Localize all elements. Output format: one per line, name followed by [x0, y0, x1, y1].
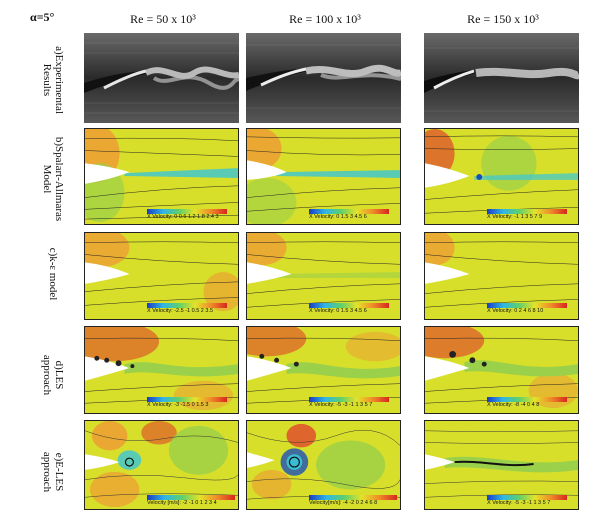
row-label-les: d)LES approach	[20, 325, 90, 415]
experimental-photo-re150	[424, 33, 579, 123]
angle-of-attack-label: α=5°	[30, 10, 55, 24]
legend-label: Velocity[m/s]: -4 -2 0 2 4 6 8	[309, 500, 378, 506]
les-panel-re150: X Velocity: -8 -4 0 4 8	[424, 326, 579, 414]
experimental-photo-re100	[246, 33, 401, 123]
legend-label: X Velocity: 0 2 4 6 8 10	[487, 308, 544, 314]
les-panel-re50: X Velocity: -3 -1.5 0 1.5 3	[84, 326, 239, 414]
legend-label: X Velocity: -3 -1.5 0 1.5 3	[147, 402, 209, 408]
legend-label: X Velocity: -5 -3 -1 1 3 5 7	[487, 500, 551, 506]
e-les-panel-re150: X Velocity: -5 -3 -1 1 3 5 7	[424, 420, 579, 510]
legend-label: X Velocity: -2.5 -1 0.5 2 3.5	[147, 308, 214, 314]
column-header-re100: Re = 100 x 10³	[289, 12, 361, 26]
row-label-line1: d)LES	[53, 360, 65, 390]
les-panel-re100: X Velocity: -5 -3 -1 1 3 5 7	[246, 326, 401, 414]
legend-label: X Velocity: -5 -3 -1 1 3 5 7	[309, 402, 373, 408]
row-label-line2: Results	[41, 63, 53, 97]
legend-label: X Velocity: -1 1 3 5 7 9	[487, 214, 543, 220]
legend-label: X Velocity: 0 0.6 1.2 1.8 2.4 3	[147, 214, 219, 220]
k-epsilon-panel-re100: X Velocity: 0 1.5 3 4.5 6	[246, 232, 401, 320]
row-label-line1: b)Spalart-Allmaras	[53, 136, 65, 222]
row-label-line1: a)Experimental	[53, 46, 65, 114]
row-label-line1: c)k-ε model	[47, 247, 59, 301]
legend-label: Velocity [m/s]: -2 -1 0 1 2 3 4	[147, 500, 217, 506]
row-label-spalart: b)Spalart-Allmaras Model	[20, 125, 90, 225]
row-label-k-epsilon: c)k-ε model	[20, 230, 90, 320]
k-epsilon-panel-re50: X Velocity: -2.5 -1 0.5 2 3.5	[84, 232, 239, 320]
spalart-panel-re150: X Velocity: -1 1 3 5 7 9	[424, 128, 579, 225]
spalart-panel-re100: X Velocity: 0 1.5 3 4.5 6	[246, 128, 401, 225]
row-label-line2: approach	[41, 354, 53, 396]
legend-label: X Velocity: 0 1.5 3 4.5 6	[309, 308, 367, 314]
row-label-e-les: e)E-LES approach	[20, 418, 90, 518]
spalart-panel-re50: X Velocity: 0 0.6 1.2 1.8 2.4 3	[84, 128, 239, 225]
column-header-re50: Re = 50 x 10³	[130, 12, 196, 26]
row-label-line2: Model	[41, 164, 53, 194]
legend-label: X Velocity: -8 -4 0 4 8	[487, 402, 540, 408]
row-label-line2: approach	[41, 451, 53, 493]
legend-label: X Velocity: 0 1.5 3 4.5 6	[309, 214, 367, 220]
column-header-re150: Re = 150 x 10³	[467, 12, 539, 26]
row-label-line1: e)E-LES	[53, 452, 65, 492]
k-epsilon-panel-re150: X Velocity: 0 2 4 6 8 10	[424, 232, 579, 320]
experimental-photo-re50	[84, 33, 239, 123]
e-les-panel-re100: Velocity[m/s]: -4 -2 0 2 4 6 8	[246, 420, 401, 510]
row-label-experimental: a)Experimental Results	[20, 30, 90, 120]
e-les-panel-re50: Velocity [m/s]: -2 -1 0 1 2 3 4	[84, 420, 239, 510]
